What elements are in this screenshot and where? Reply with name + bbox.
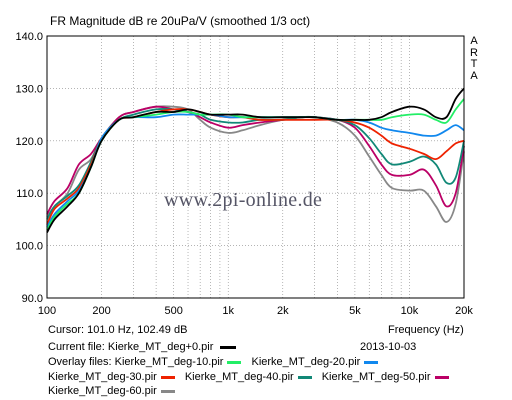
measurement-date: 2013-10-03 xyxy=(360,341,417,353)
overlay-file-label: Kierke_MT_deg-40.pir xyxy=(184,371,294,383)
overlay-file-label: Kierke_MT_deg-50.pir xyxy=(321,371,431,383)
x-tick-label: 200 xyxy=(92,305,110,317)
overlay-row-3: Kierke_MT_deg-60.pir xyxy=(48,385,185,397)
chart-title: FR Magnitude dB re 20uPa/V (smoothed 1/3… xyxy=(50,14,311,28)
arta-logo-letter: A xyxy=(470,35,478,47)
x-tick-label: 10k xyxy=(401,305,419,317)
overlay-swatch xyxy=(364,360,379,364)
arta-logo-letter: R xyxy=(470,46,478,59)
overlay-swatch xyxy=(227,360,242,364)
current-file-label: Current file: Kierke_MT_deg+0.pir xyxy=(48,341,214,353)
x-tick-label: 1k xyxy=(222,305,234,317)
overlay-file-label: Kierke_MT_deg-30.pir xyxy=(48,371,157,383)
arta-logo-letter: T xyxy=(470,58,478,70)
x-tick-label: 2k xyxy=(277,305,289,317)
x-tick-label: 500 xyxy=(164,305,182,317)
x-tick-label: 5k xyxy=(349,305,361,317)
overlay-label: Overlay files: xyxy=(48,356,112,368)
arta-logo: A R T A xyxy=(469,35,479,82)
series-line-kierke-mt-deg-0-pir xyxy=(46,87,465,233)
overlay-row-2: Kierke_MT_deg-30.pir Kierke_MT_deg-40.pir… xyxy=(48,371,459,383)
y-tick-label: 90.0 xyxy=(22,293,43,305)
y-tick-label: 140.0 xyxy=(15,31,43,43)
overlay-swatch xyxy=(434,375,449,379)
overlay-swatch xyxy=(160,375,175,379)
overlay-swatch xyxy=(297,375,312,379)
watermark: www.2pi-online.de xyxy=(164,189,323,211)
y-tick-label: 100.0 xyxy=(15,241,43,253)
x-tick-label: 100 xyxy=(38,305,56,317)
y-tick-label: 110.0 xyxy=(16,188,43,200)
overlay-file-label: Kierke_MT_deg-20.pir xyxy=(251,356,361,368)
y-tick-label: 120.0 xyxy=(15,136,43,148)
y-tick-label: 130.0 xyxy=(15,83,43,95)
arta-logo-letter: A xyxy=(470,69,478,82)
current-file-row: Current file: Kierke_MT_deg+0.pir xyxy=(48,341,246,353)
overlay-swatch xyxy=(160,389,175,393)
overlay-file-label: Kierke_MT_deg-60.pir xyxy=(48,385,157,397)
overlay-file-label: Kierke_MT_deg-10.pir xyxy=(114,356,224,368)
cursor-readout: Cursor: 101.0 Hz, 102.49 dB xyxy=(48,324,188,336)
plot-area xyxy=(47,36,464,298)
plot-frame xyxy=(46,35,465,299)
overlay-row-1: Overlay files: Kierke_MT_deg-10.pir Kierk… xyxy=(48,356,388,368)
x-tick-label: 20k xyxy=(455,305,473,317)
current-file-swatch xyxy=(220,345,237,349)
x-axis-label: Frequency (Hz) xyxy=(388,324,464,336)
